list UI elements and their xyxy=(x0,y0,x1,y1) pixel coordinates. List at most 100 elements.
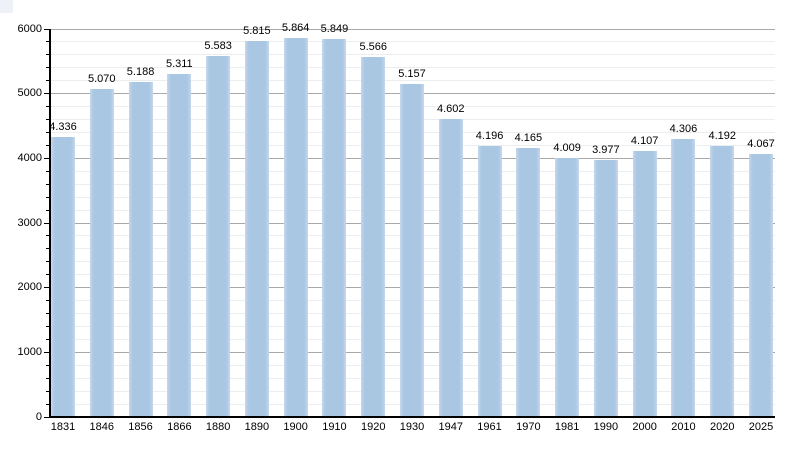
minor-gridline xyxy=(50,54,775,56)
y-minor-tick xyxy=(46,274,50,276)
x-tick-label: 1880 xyxy=(205,421,231,433)
y-tick-label: 0 xyxy=(35,410,42,423)
y-minor-tick xyxy=(46,313,50,315)
y-tick-label: 4000 xyxy=(17,151,42,164)
y-major-tick xyxy=(44,222,50,224)
x-tick-label: 1856 xyxy=(128,421,153,433)
y-minor-tick xyxy=(46,261,50,263)
y-minor-tick xyxy=(46,390,50,392)
y-major-tick xyxy=(44,157,50,159)
y-minor-tick xyxy=(46,131,50,133)
x-tick-label: 1900 xyxy=(283,421,308,433)
bar xyxy=(710,145,735,417)
bar-value-label: 5.566 xyxy=(359,41,387,54)
y-minor-tick xyxy=(46,170,50,172)
x-tick-label: 1846 xyxy=(89,421,115,433)
bar xyxy=(593,159,618,417)
bar xyxy=(400,83,424,417)
y-major-tick xyxy=(44,28,50,30)
x-tick-label: 1947 xyxy=(438,421,464,433)
y-major-tick xyxy=(44,351,50,353)
y-minor-tick xyxy=(46,364,50,366)
x-tick-label: 1990 xyxy=(593,421,619,433)
bar xyxy=(671,138,696,417)
bar-value-label: 4.009 xyxy=(553,141,581,154)
bar xyxy=(555,157,580,417)
y-minor-tick xyxy=(46,300,50,302)
bar xyxy=(516,147,541,417)
y-major-tick xyxy=(44,93,50,95)
bar-value-label: 5.311 xyxy=(165,57,193,70)
y-tick-label: 3000 xyxy=(17,216,42,229)
y-minor-tick xyxy=(46,183,50,185)
bar-value-label: 5.864 xyxy=(281,21,310,34)
bar xyxy=(167,73,192,417)
y-tick-label: 2000 xyxy=(17,281,42,294)
y-minor-tick xyxy=(46,325,50,327)
y-minor-tick xyxy=(46,209,50,211)
x-tick-label: 2000 xyxy=(632,421,657,433)
y-major-tick xyxy=(44,287,50,289)
y-minor-tick xyxy=(46,106,50,108)
x-tick-label: 1930 xyxy=(399,421,425,433)
x-tick-label: 1831 xyxy=(50,421,76,433)
x-tick-label: 1981 xyxy=(554,421,580,433)
y-minor-tick xyxy=(46,248,50,250)
bar-value-label: 5.583 xyxy=(204,39,232,52)
y-minor-tick xyxy=(46,144,50,146)
y-minor-tick xyxy=(46,338,50,340)
bar xyxy=(361,57,386,417)
bar xyxy=(206,55,231,417)
y-minor-tick xyxy=(46,54,50,56)
x-tick-label: 1961 xyxy=(477,421,502,433)
y-minor-tick xyxy=(46,377,50,379)
y-minor-tick xyxy=(46,119,50,121)
bar-value-label: 4.165 xyxy=(514,131,543,144)
corner-artifact xyxy=(0,0,13,13)
y-minor-tick xyxy=(46,41,50,43)
y-major-tick xyxy=(44,416,50,418)
y-axis-line xyxy=(49,29,51,418)
bar-value-label: 4.107 xyxy=(630,135,659,148)
x-tick-label: 2010 xyxy=(671,421,696,433)
bar-value-label: 5.070 xyxy=(88,73,116,86)
bar-value-label: 5.188 xyxy=(126,65,155,78)
bar xyxy=(749,154,773,417)
bar-value-label: 4.336 xyxy=(49,120,77,133)
x-tick-label: 2020 xyxy=(709,421,735,433)
bar-value-label: 5.815 xyxy=(243,24,271,37)
bar-value-label: 4.602 xyxy=(437,103,465,116)
y-tick-label: 1000 xyxy=(17,345,42,358)
y-minor-tick xyxy=(46,80,50,82)
x-tick-label: 1970 xyxy=(516,421,541,433)
major-gridline xyxy=(50,28,775,30)
bar xyxy=(89,89,114,417)
minor-gridline xyxy=(50,80,775,82)
bar-value-label: 5.849 xyxy=(320,22,349,35)
bar-value-label: 3.977 xyxy=(592,143,620,156)
bar xyxy=(438,119,463,417)
bar-value-label: 4.192 xyxy=(708,129,736,142)
y-tick-label: 5000 xyxy=(17,87,42,100)
bar xyxy=(322,38,347,417)
x-tick-label: 1910 xyxy=(322,421,347,433)
x-tick-label: 1890 xyxy=(244,421,270,433)
bar-value-label: 5.157 xyxy=(398,67,426,80)
y-minor-tick xyxy=(46,67,50,69)
minor-gridline xyxy=(50,67,775,69)
x-tick-label: 1866 xyxy=(167,421,192,433)
bar-value-label: 4.067 xyxy=(747,138,775,150)
x-tick-label: 1920 xyxy=(360,421,386,433)
bar xyxy=(477,145,502,417)
x-tick-label: 2025 xyxy=(748,421,774,433)
bar xyxy=(51,136,75,417)
bar-value-label: 4.306 xyxy=(669,122,698,135)
x-axis-line xyxy=(50,416,775,418)
bar xyxy=(128,81,153,417)
minor-gridline xyxy=(50,41,775,43)
y-tick-label: 6000 xyxy=(17,22,42,35)
y-minor-tick xyxy=(46,196,50,198)
bar-value-label: 4.196 xyxy=(475,129,504,142)
bar xyxy=(632,151,657,417)
